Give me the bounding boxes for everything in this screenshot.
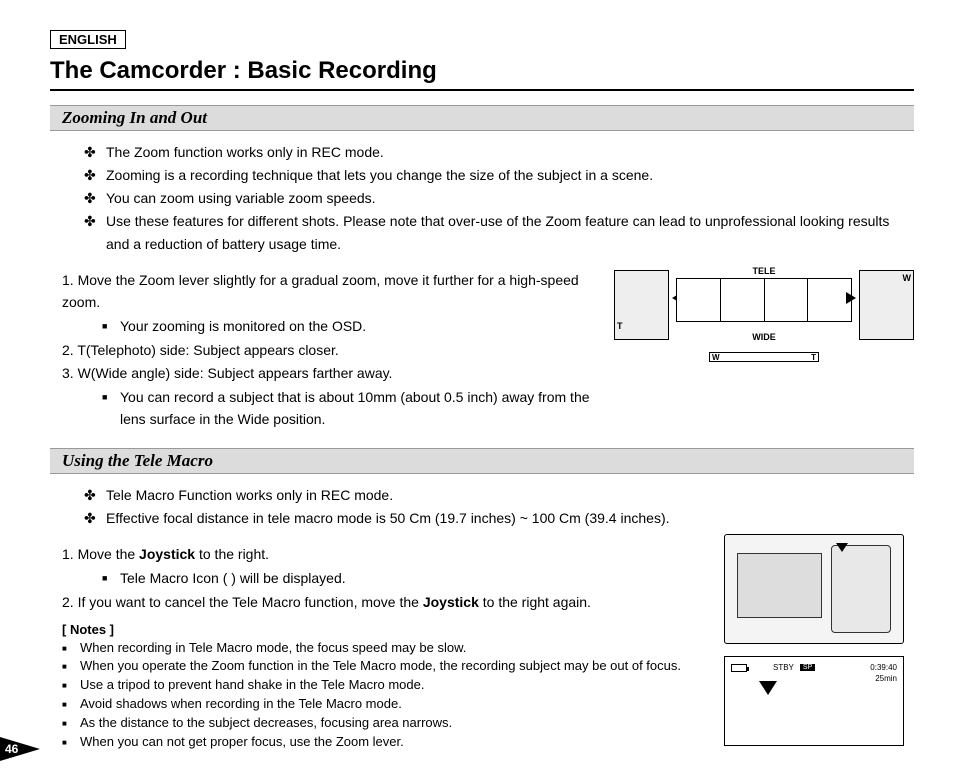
zoom-scale: W T <box>709 352 819 362</box>
numbered-steps-telemacro: 1. Move the Joystick to the right. Tele … <box>62 544 704 613</box>
section-heading-telemacro: Using the Tele Macro <box>50 448 914 474</box>
bullet-list-zoom: The Zoom function works only in REC mode… <box>84 141 914 256</box>
scale-t: T <box>811 353 816 362</box>
bullet-item: Use these features for different shots. … <box>84 210 914 256</box>
page-title: The Camcorder : Basic Recording <box>50 57 914 91</box>
notes-list: When recording in Tele Macro mode, the f… <box>62 639 704 752</box>
step-line: 1. Move the Zoom lever slightly for a gr… <box>62 270 594 313</box>
numbered-steps-zoom: 1. Move the Zoom lever slightly for a gr… <box>62 270 594 432</box>
scale-w: W <box>712 353 720 362</box>
sub-step: Tele Macro Icon ( ) will be displayed. <box>102 568 704 590</box>
bullet-item: The Zoom function works only in REC mode… <box>84 141 914 164</box>
section-heading-zoom: Zooming In and Out <box>50 105 914 131</box>
zoom-lever-wide-illustration: W <box>859 270 914 340</box>
tele-text: TELE <box>752 266 775 276</box>
zoom-diagram: T TELE WIDE W W T <box>614 270 914 390</box>
bullet-item: You can zoom using variable zoom speeds. <box>84 187 914 210</box>
camera-body-icon <box>831 545 891 633</box>
frame-icon <box>721 279 765 321</box>
camcorder-illustration <box>724 534 904 644</box>
wide-label: W <box>903 273 912 283</box>
frame-icon <box>808 279 851 321</box>
notes-heading: [ Notes ] <box>62 622 704 637</box>
step-line: 3. W(Wide angle) side: Subject appears f… <box>62 363 594 385</box>
bullet-item: Zooming is a recording technique that le… <box>84 164 914 187</box>
frame-icon <box>677 279 721 321</box>
battery-icon <box>731 664 747 672</box>
step-line: 2. If you want to cancel the Tele Macro … <box>62 592 704 614</box>
note-item: Avoid shadows when recording in the Tele… <box>62 695 704 714</box>
telemacro-osd-icon <box>759 681 777 695</box>
sub-step: You can record a subject that is about 1… <box>102 387 594 430</box>
step-line: 2. T(Telephoto) side: Subject appears cl… <box>62 340 594 362</box>
frame-icon <box>765 279 809 321</box>
arrow-right-icon <box>846 292 856 304</box>
sp-badge: SP <box>800 664 815 671</box>
bullet-item: Tele Macro Function works only in REC mo… <box>84 484 704 507</box>
zoom-frames <box>676 278 852 322</box>
remaining-time: 25min <box>731 674 897 683</box>
lcd-screen-icon <box>737 553 822 618</box>
joystick-arrow-icon <box>836 543 848 552</box>
note-item: Use a tripod to prevent hand shake in th… <box>62 676 704 695</box>
language-indicator: ENGLISH <box>50 30 126 49</box>
note-item: When you operate the Zoom function in th… <box>62 657 704 676</box>
stby-label: STBY <box>773 663 794 672</box>
note-item: As the distance to the subject decreases… <box>62 714 704 733</box>
time-counter: 0:39:40 <box>870 663 897 672</box>
page-number: 46 <box>5 742 18 756</box>
step-line: 1. Move the Joystick to the right. <box>62 544 704 566</box>
zoom-lever-tele-illustration: T <box>614 270 669 340</box>
bullet-item: Effective focal distance in tele macro m… <box>84 507 704 530</box>
note-item: When recording in Tele Macro mode, the f… <box>62 639 704 658</box>
bullet-list-telemacro: Tele Macro Function works only in REC mo… <box>84 484 704 530</box>
sub-step: Your zooming is monitored on the OSD. <box>102 316 594 338</box>
wide-text: WIDE <box>752 332 776 342</box>
note-item: When you can not get proper focus, use t… <box>62 733 704 752</box>
tele-label: T <box>617 321 623 331</box>
osd-display: STBY SP 0:39:40 25min <box>724 656 904 746</box>
